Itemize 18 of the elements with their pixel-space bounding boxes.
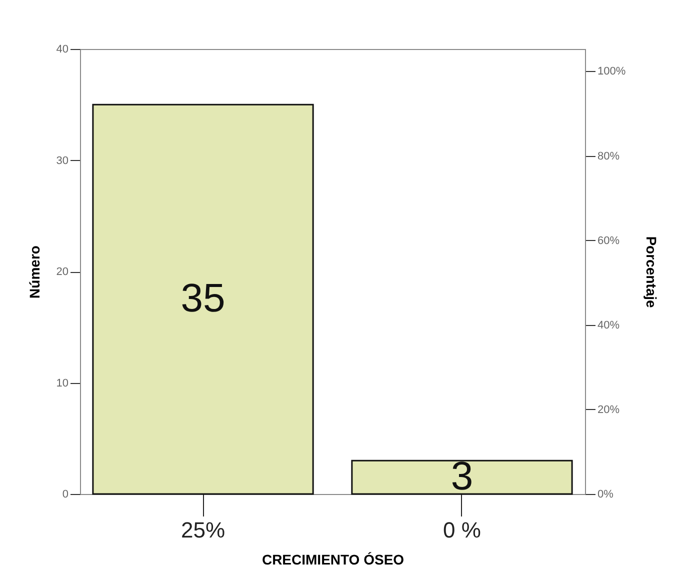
y2-tick-label: 0% — [598, 488, 614, 500]
data-label: 3 — [450, 454, 474, 498]
data-label: 35 — [180, 276, 226, 320]
y2-axis-title: Porcentaje — [644, 236, 660, 308]
x-tick-label: 0 % — [443, 518, 481, 542]
y-tick-label: 40 — [56, 44, 68, 56]
y2-tick-label: 100% — [598, 66, 626, 78]
y-tick-label: 20 — [56, 266, 68, 278]
y2-tick-label: 60% — [598, 234, 620, 247]
x-axis-title: CRECIMIENTO ÓSEO — [262, 552, 404, 568]
y2-tick-label: 40% — [598, 319, 620, 332]
y2-tick-label: 80% — [598, 150, 620, 162]
x-tick-label: 25% — [180, 518, 226, 542]
y-axis-title: Número — [26, 246, 42, 298]
y-tick-label: 10 — [56, 377, 68, 390]
y-tick-label: 0 — [62, 488, 68, 500]
y-tick-label: 30 — [56, 154, 68, 167]
y2-tick-label: 20% — [598, 404, 620, 416]
